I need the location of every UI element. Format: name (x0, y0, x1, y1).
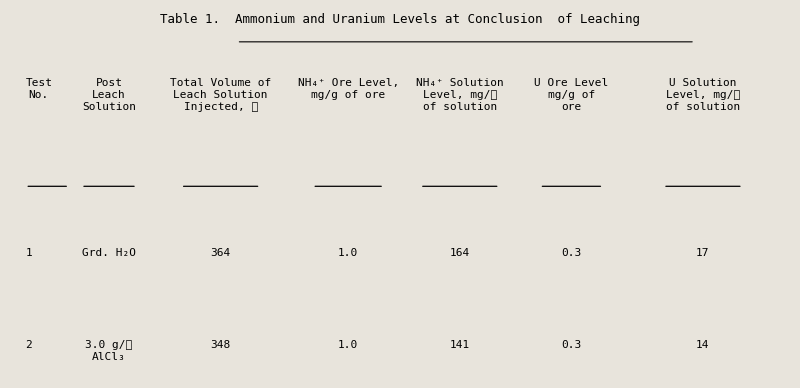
Text: 348: 348 (210, 340, 230, 350)
Text: NH₄⁺ Ore Level,
mg/g of ore: NH₄⁺ Ore Level, mg/g of ore (298, 78, 399, 100)
Text: 17: 17 (696, 248, 710, 258)
Text: Test
No.: Test No. (26, 78, 52, 100)
Text: Post
Leach
Solution: Post Leach Solution (82, 78, 136, 112)
Text: 164: 164 (450, 248, 470, 258)
Text: 364: 364 (210, 248, 230, 258)
Text: 1.0: 1.0 (338, 248, 358, 258)
Text: Grd. H₂O: Grd. H₂O (82, 248, 136, 258)
Text: 0.3: 0.3 (562, 340, 582, 350)
Text: 3.0 g/ℓ
AlCl₃: 3.0 g/ℓ AlCl₃ (86, 340, 133, 362)
Text: 1: 1 (26, 248, 32, 258)
Text: U Ore Level
mg/g of
ore: U Ore Level mg/g of ore (534, 78, 609, 112)
Text: 14: 14 (696, 340, 710, 350)
Text: NH₄⁺ Solution
Level, mg/ℓ
of solution: NH₄⁺ Solution Level, mg/ℓ of solution (416, 78, 504, 112)
Text: U Solution
Level, mg/ℓ
of solution: U Solution Level, mg/ℓ of solution (666, 78, 740, 112)
Text: 2: 2 (26, 340, 32, 350)
Text: 1.0: 1.0 (338, 340, 358, 350)
Text: Table 1.  Ammonium and Uranium Levels at Conclusion  of Leaching: Table 1. Ammonium and Uranium Levels at … (160, 13, 640, 26)
Text: 141: 141 (450, 340, 470, 350)
Text: 0.3: 0.3 (562, 248, 582, 258)
Text: Total Volume of
Leach Solution
Injected, ℓ: Total Volume of Leach Solution Injected,… (170, 78, 271, 112)
